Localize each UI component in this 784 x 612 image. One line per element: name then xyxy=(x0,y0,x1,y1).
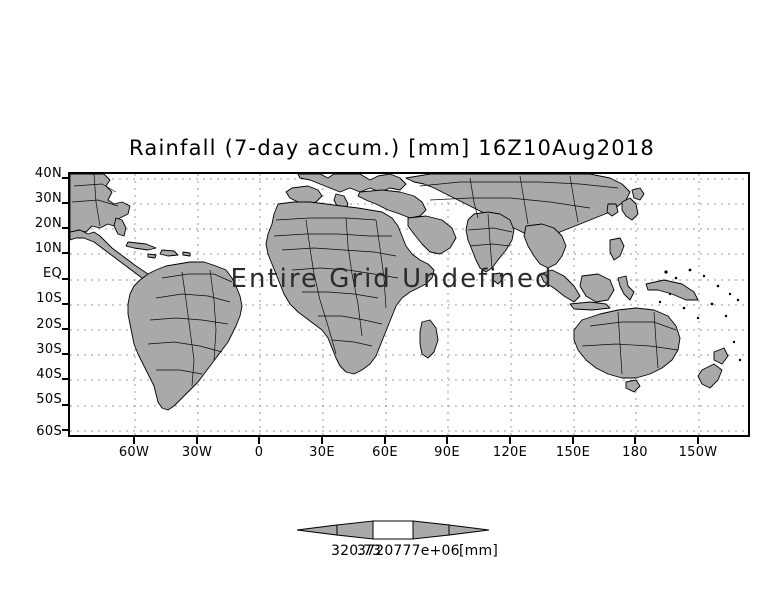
land-arabia xyxy=(407,215,457,255)
land-africa xyxy=(265,201,435,375)
land-australia xyxy=(573,307,681,379)
x-tick-mark xyxy=(697,437,699,444)
x-tick-label-90e: 90E xyxy=(434,445,460,460)
land-new-zealand-north xyxy=(713,347,729,365)
x-tick-mark xyxy=(446,437,448,444)
land-southeast-asia xyxy=(523,223,567,269)
pacific-islands xyxy=(658,268,742,362)
land-philippines xyxy=(609,237,625,261)
y-tick-label-30n: 30N xyxy=(34,191,62,206)
y-tick-label-eq: EQ xyxy=(42,266,62,281)
world-map xyxy=(70,174,748,435)
y-tick-label-40n: 40N xyxy=(34,166,62,181)
x-tick-label-60e: 60E xyxy=(372,445,398,460)
y-tick-label-20n: 20N xyxy=(34,216,62,231)
y-tick-mark xyxy=(62,378,69,380)
colorbar-extend-left xyxy=(296,524,338,536)
y-tick-mark xyxy=(62,404,69,406)
y-tick-mark xyxy=(62,328,69,330)
land-japan-north xyxy=(631,187,645,201)
colorbar-units-label: [mm] xyxy=(459,543,498,559)
land-puerto-rico xyxy=(182,251,191,257)
colorbar-segment-low xyxy=(336,520,374,540)
country-borders xyxy=(71,174,679,387)
land-new-guinea xyxy=(645,279,699,301)
x-tick-label-150e: 150E xyxy=(555,445,591,460)
y-tick-label-10n: 10N xyxy=(34,241,62,256)
y-tick-label-20s: 20S xyxy=(36,317,62,332)
land-sri-lanka xyxy=(492,272,503,285)
land-cuba xyxy=(125,241,157,251)
x-tick-mark xyxy=(258,437,260,444)
x-tick-label-150w: 150W xyxy=(678,445,718,460)
y-tick-mark xyxy=(62,252,69,254)
land-new-zealand-south xyxy=(697,363,723,389)
x-tick-mark xyxy=(196,437,198,444)
map-plot-area[interactable] xyxy=(68,172,750,437)
land-jamaica xyxy=(147,253,157,259)
y-tick-mark xyxy=(62,227,69,229)
y-tick-mark xyxy=(62,278,69,280)
land-java xyxy=(569,301,611,311)
colorbar-segment-high xyxy=(412,520,450,540)
land-sulawesi xyxy=(617,275,635,301)
y-tick-label-10s: 10S xyxy=(36,291,62,306)
colorbar-max-label: 3720777e+06 xyxy=(357,543,460,559)
landmasses xyxy=(70,174,729,411)
x-tick-mark xyxy=(133,437,135,444)
land-japan xyxy=(621,197,639,221)
colorbar-svg xyxy=(296,520,490,540)
x-tick-mark xyxy=(572,437,574,444)
y-tick-mark xyxy=(62,353,69,355)
x-tick-mark xyxy=(321,437,323,444)
x-tick-mark xyxy=(384,437,386,444)
y-tick-mark xyxy=(62,429,69,431)
land-hispaniola xyxy=(159,249,179,257)
land-madagascar xyxy=(419,319,439,359)
y-tick-label-60s: 60S xyxy=(36,424,62,439)
colorbar-labels: 320.73 3720777e+06 [mm] xyxy=(0,543,784,561)
colorbar-extend-right xyxy=(448,524,490,536)
colorbar[interactable] xyxy=(296,519,490,541)
x-tick-label-60w: 60W xyxy=(118,445,150,460)
x-tick-label-120e: 120E xyxy=(492,445,528,460)
y-tick-mark xyxy=(62,177,69,179)
page-title: Rainfall (7-day accum.) [mm] 16Z10Aug201… xyxy=(129,136,655,160)
y-tick-label-50s: 50S xyxy=(36,392,62,407)
colorbar-min-label: 320.73 xyxy=(331,543,382,559)
land-sumatra xyxy=(539,269,581,303)
y-tick-mark xyxy=(62,303,69,305)
land-borneo xyxy=(579,273,615,303)
y-tick-label-40s: 40S xyxy=(36,367,62,382)
land-europe-north xyxy=(297,174,407,193)
land-south-america xyxy=(127,261,243,411)
land-florida xyxy=(113,217,127,237)
y-tick-label-30s: 30S xyxy=(36,342,62,357)
y-tick-mark xyxy=(62,202,69,204)
x-tick-mark xyxy=(634,437,636,444)
x-tick-mark xyxy=(509,437,511,444)
colorbar-segment-mid xyxy=(372,520,414,540)
land-tasmania xyxy=(625,379,641,393)
land-korea xyxy=(606,203,619,217)
x-tick-label-0: 0 xyxy=(254,445,264,460)
x-tick-label-180: 180 xyxy=(622,445,648,460)
x-tick-label-30w: 30W xyxy=(181,445,213,460)
x-tick-label-30e: 30E xyxy=(309,445,335,460)
